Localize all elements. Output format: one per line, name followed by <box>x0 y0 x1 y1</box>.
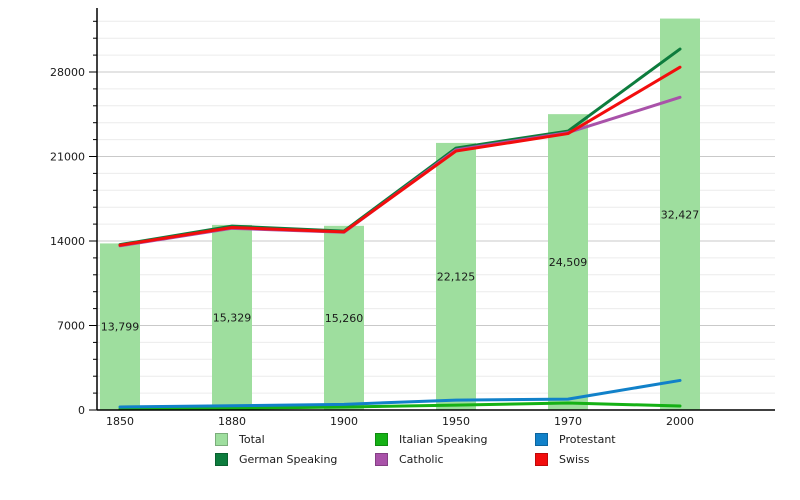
legend-item-swiss: Swiss <box>535 449 705 469</box>
legend-item-italian-speaking: Italian Speaking <box>375 429 535 449</box>
x-tick-label: 1950 <box>442 415 470 428</box>
total-bar <box>436 142 476 410</box>
legend-item-catholic: Catholic <box>375 449 535 469</box>
legend-label-total: Total <box>239 432 265 446</box>
legend-swatch-total <box>215 432 228 446</box>
legend-swatch-italian-speaking <box>375 432 388 446</box>
bar-value-label: 22,125 <box>437 270 476 283</box>
y-tick-label: 0 <box>78 404 85 417</box>
bar-value-label: 24,509 <box>549 256 588 269</box>
series-line-protestant <box>118 378 682 409</box>
series-line-german-speaking <box>118 47 682 247</box>
bar-value-label: 15,260 <box>325 312 364 325</box>
bar-value-label: 13,799 <box>101 321 140 334</box>
total-bar <box>100 243 140 410</box>
legend-swatch-catholic <box>375 452 388 466</box>
legend-item-german-speaking: German Speaking <box>215 449 375 469</box>
total-bar <box>324 225 364 410</box>
legend-label-catholic: Catholic <box>399 452 444 466</box>
total-bar <box>548 114 588 410</box>
legend-label-protestant: Protestant <box>559 432 616 446</box>
legend-item-protestant: Protestant <box>535 429 705 449</box>
series-line-catholic <box>118 95 682 248</box>
x-tick-label: 1850 <box>106 415 134 428</box>
x-tick-label: 1970 <box>554 415 582 428</box>
legend-label-german-speaking: German Speaking <box>239 452 338 466</box>
chart-legend: Total Italian Speaking Protestant German… <box>215 429 705 469</box>
x-tick-label: 1880 <box>218 415 246 428</box>
series-line-italian-speaking <box>118 401 682 411</box>
bar-value-label: 32,427 <box>661 208 700 221</box>
total-bar <box>212 224 252 410</box>
y-tick-label: 21000 <box>50 151 85 164</box>
legend-swatch-swiss <box>535 452 548 466</box>
y-tick-label: 14000 <box>50 235 85 248</box>
y-tick-label: 7000 <box>57 320 85 333</box>
bar-value-label: 15,329 <box>213 311 252 324</box>
legend-label-swiss: Swiss <box>559 452 590 466</box>
x-tick-label: 1900 <box>330 415 358 428</box>
y-tick-label: 28000 <box>50 66 85 79</box>
legend-label-italian-speaking: Italian Speaking <box>399 432 488 446</box>
x-tick-label: 2000 <box>666 415 694 428</box>
total-bar <box>660 18 700 411</box>
series-line-swiss <box>118 65 682 247</box>
legend-swatch-german-speaking <box>215 452 228 466</box>
legend-item-total: Total <box>215 429 375 449</box>
chart-canvas: 13,799 15,329 15,260 22,125 24,509 32,427 0 700… <box>50 8 775 428</box>
legend-swatch-protestant <box>535 432 548 446</box>
